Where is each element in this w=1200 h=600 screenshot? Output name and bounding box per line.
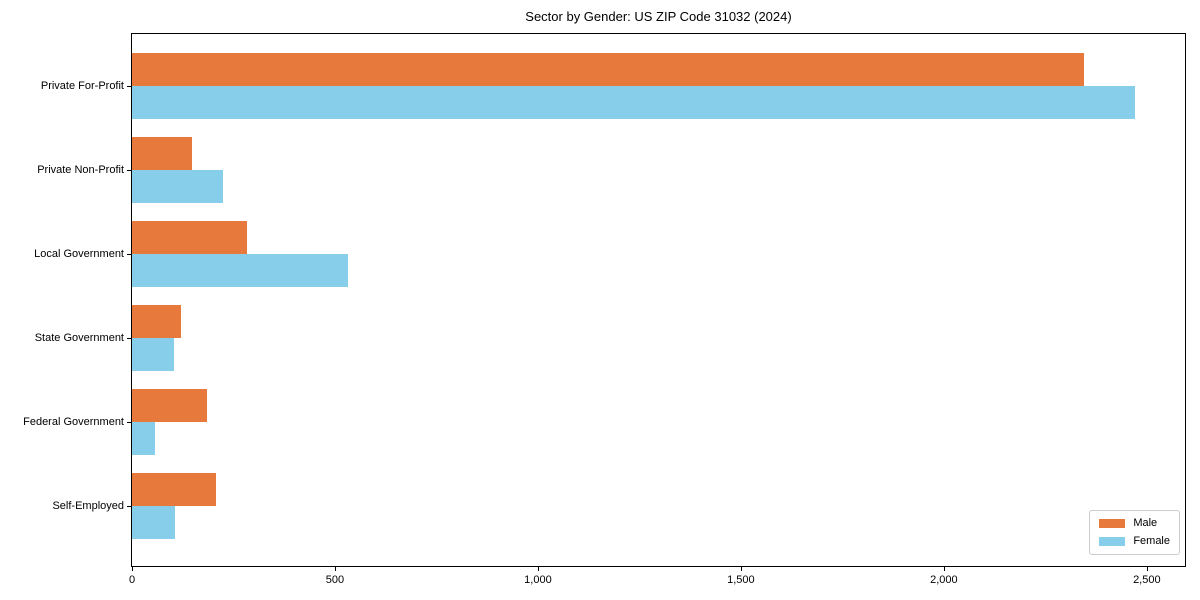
x-tick — [1146, 567, 1148, 571]
legend: Male Female — [1089, 510, 1180, 555]
y-tick — [127, 86, 131, 87]
bar-male-1 — [132, 137, 192, 170]
y-tick-label: Self-Employed — [52, 500, 124, 512]
bar-female-1 — [132, 170, 223, 203]
bar-male-3 — [132, 305, 182, 338]
bar-male-0 — [132, 53, 1084, 86]
legend-label: Male — [1133, 517, 1158, 529]
x-tick-label: 2,500 — [1133, 574, 1161, 586]
y-tick-label: State Government — [34, 332, 124, 344]
y-tick — [127, 338, 131, 339]
x-tick-label: 500 — [325, 574, 345, 586]
legend-entry-male: Male — [1099, 517, 1170, 530]
x-tick — [537, 567, 539, 571]
legend-label: Female — [1133, 535, 1170, 547]
y-tick — [127, 506, 131, 507]
x-tick-label: 2,000 — [930, 574, 958, 586]
y-tick-label: Local Government — [34, 248, 124, 260]
bar-female-3 — [132, 338, 174, 371]
y-tick — [127, 422, 131, 423]
bar-male-4 — [132, 389, 207, 422]
x-tick — [740, 567, 742, 571]
x-tick — [943, 567, 945, 571]
y-tick-label: Private Non-Profit — [37, 164, 124, 176]
chart-title: Sector by Gender: US ZIP Code 31032 (202… — [525, 9, 792, 24]
bar-female-0 — [132, 86, 1135, 119]
x-tick-label: 1,500 — [727, 574, 755, 586]
bar-female-2 — [132, 254, 349, 287]
x-tick-label: 1,000 — [524, 574, 552, 586]
y-tick-label: Federal Government — [23, 416, 124, 428]
y-tick-label: Private For-Profit — [40, 80, 124, 92]
x-tick — [334, 567, 336, 571]
y-tick — [127, 170, 131, 171]
plot-area: Male Female — [131, 33, 1186, 567]
legend-swatch-icon — [1099, 519, 1126, 528]
x-tick — [132, 567, 133, 571]
x-tick-label: 0 — [128, 574, 136, 586]
legend-entry-female: Female — [1099, 535, 1170, 548]
y-tick — [127, 254, 131, 255]
bar-female-4 — [132, 422, 156, 455]
legend-swatch-icon — [1099, 537, 1126, 546]
bar-female-5 — [132, 506, 176, 539]
bar-male-5 — [132, 473, 217, 506]
bar-male-2 — [132, 221, 248, 254]
